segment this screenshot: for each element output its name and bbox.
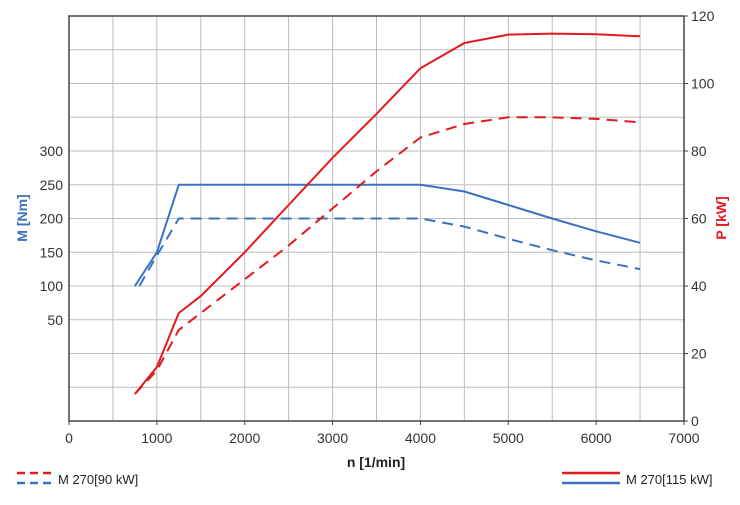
y-right-tick-label: 40	[691, 278, 707, 294]
legend-item-90kw: M 270[90 kW]	[17, 471, 138, 487]
y-right-axis-label: P [kW]	[713, 196, 729, 239]
legend-item-115kw: M 270[115 kW]	[562, 471, 712, 487]
y-right-tick-label: 100	[691, 76, 715, 92]
y-left-tick-label: 250	[40, 177, 64, 193]
x-tick-label: 0	[65, 430, 73, 446]
y-left-axis-label: M [Nm]	[14, 194, 30, 241]
series-line-torque90	[138, 217, 641, 287]
x-axis-label: n [1/min]	[347, 454, 405, 470]
y-left-tick-label: 50	[47, 312, 63, 328]
legend-label: M 270[115 kW]	[626, 472, 712, 487]
x-tick-label: 7000	[668, 430, 699, 446]
x-tick-label: 4000	[405, 430, 436, 446]
tick-labels: 0 1000 2000 3000 4000 5000 6000 700050100150200…	[40, 8, 715, 446]
y-right-tick-label: 120	[691, 8, 715, 24]
y-left-tick-label: 200	[40, 211, 64, 227]
y-left-tick-label: 300	[40, 143, 64, 159]
legend-label: M 270[90 kW]	[58, 472, 138, 487]
x-tick-label: 5000	[493, 430, 524, 446]
series-line-torque115	[134, 183, 641, 287]
x-tick-label: 3000	[317, 430, 348, 446]
series-line-power115	[134, 32, 641, 395]
y-right-tick-label: 20	[691, 346, 707, 362]
y-left-tick-label: 100	[40, 278, 64, 294]
y-left-tick-label: 150	[40, 244, 64, 260]
grid	[68, 15, 685, 422]
x-tick-label: 2000	[229, 430, 260, 446]
x-tick-label: 6000	[581, 430, 612, 446]
y-right-tick-label: 0	[691, 413, 699, 429]
x-tick-label: 1000	[141, 430, 172, 446]
series-line-power90	[134, 116, 641, 395]
y-right-tick-label: 80	[691, 143, 707, 159]
y-right-tick-label: 60	[691, 211, 707, 227]
series-lines	[134, 32, 641, 395]
